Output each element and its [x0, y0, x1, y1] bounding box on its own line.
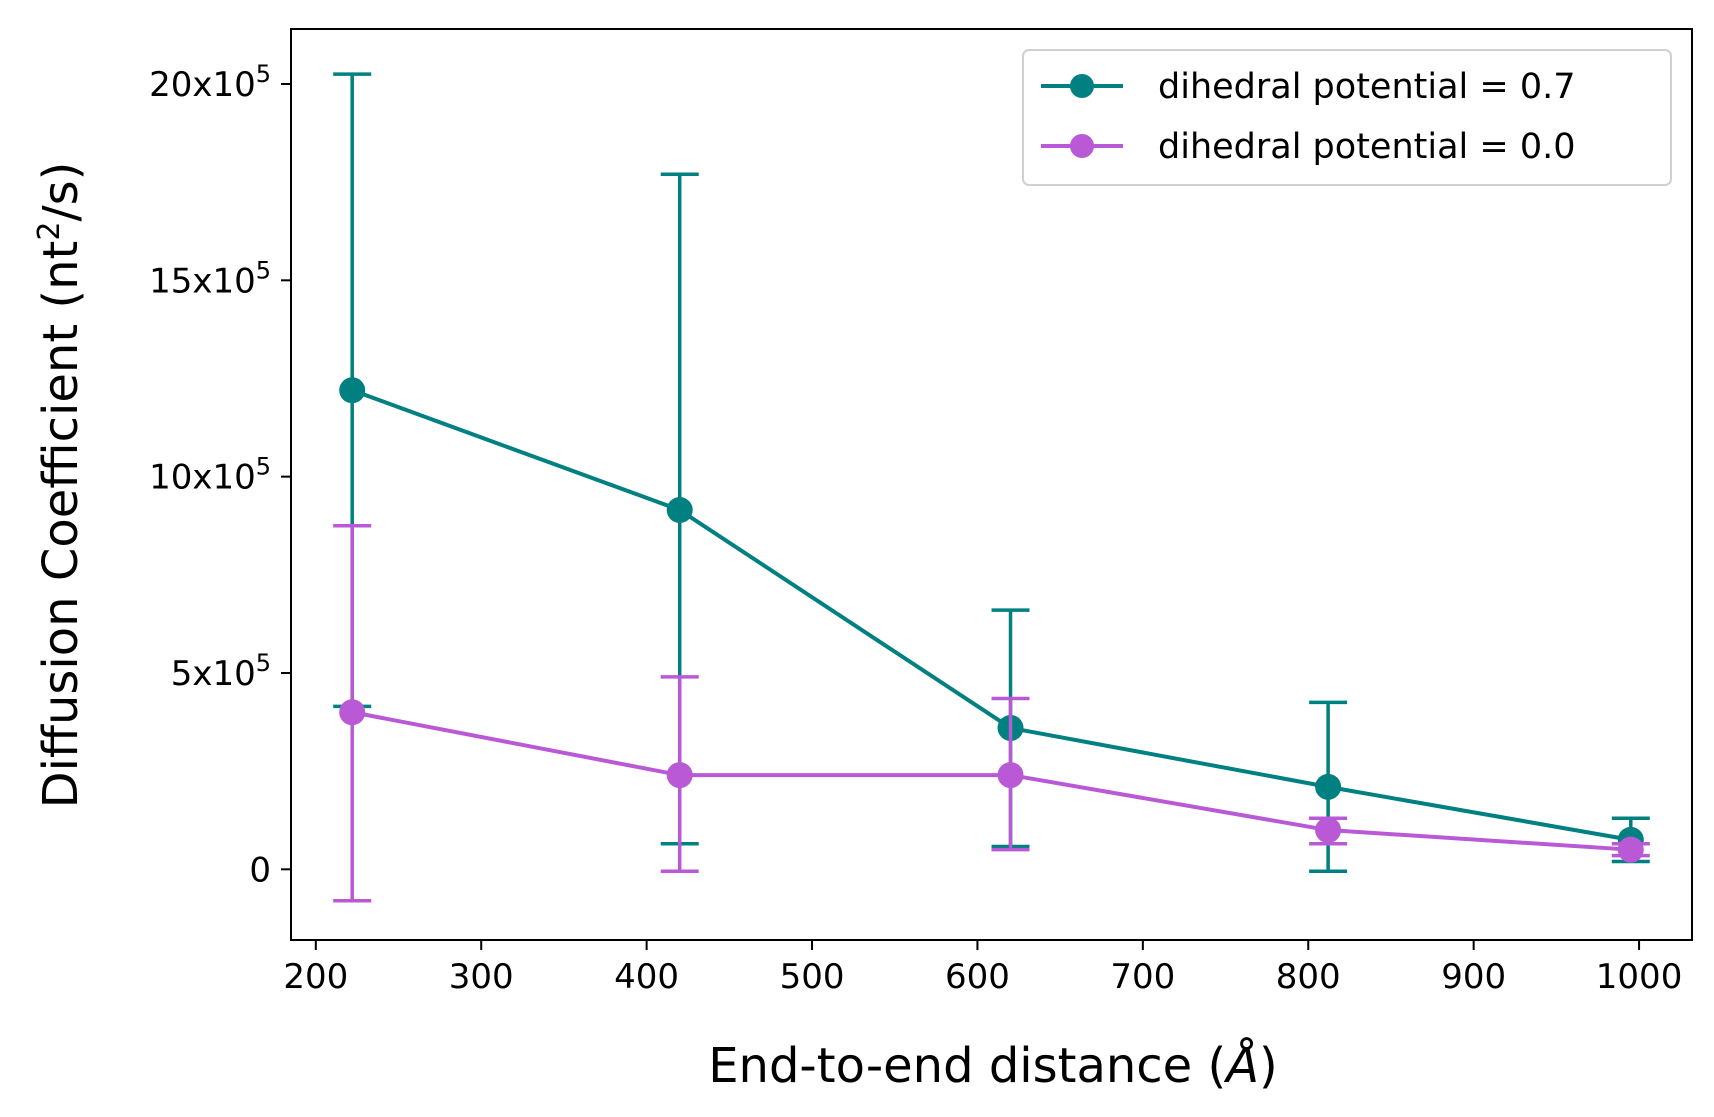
data-point — [339, 377, 366, 404]
y-tick-label: 0 — [249, 850, 271, 890]
data-point — [339, 699, 366, 726]
data-point — [1315, 817, 1342, 844]
data-point — [666, 497, 693, 524]
y-tick-label-exponent: 5 — [256, 453, 271, 481]
y-tick-label-base: 20x10 — [149, 65, 256, 105]
y-axis-title-text: Diffusion Coefficient (nt — [33, 241, 89, 809]
legend-label-1: dihedral potential = 0.0 — [1158, 127, 1576, 167]
x-axis-title: End-to-end distance (Å) — [708, 1037, 1278, 1094]
legend: dihedral potential = 0.7 dihedral potent… — [1022, 49, 1672, 186]
data-point — [666, 762, 693, 789]
y-tick-label-base: 10x10 — [149, 458, 256, 498]
plot-marks — [333, 72, 1650, 903]
x-tick-label: 800 — [1276, 957, 1341, 997]
x-tick-label: 1000 — [1596, 957, 1683, 997]
x-tick-label: 200 — [283, 957, 348, 997]
x-axis-title-unit: Å — [1223, 1037, 1259, 1094]
y-axis-title: Diffusion Coefficient (nt2/s) — [32, 162, 89, 809]
x-tick-label: 300 — [449, 957, 514, 997]
y-tick-label: 15x105 — [149, 256, 271, 301]
series-1 — [333, 523, 1650, 903]
y-tick-label: 10x105 — [149, 453, 271, 498]
x-tick-label: 400 — [614, 957, 679, 997]
x-tick-label: 500 — [780, 957, 845, 997]
x-axis-title-close: ) — [1259, 1038, 1278, 1094]
y-tick-label-exponent: 5 — [256, 649, 271, 677]
data-point — [1617, 836, 1644, 863]
y-axis-title-close: /s) — [33, 162, 89, 222]
data-point — [997, 762, 1024, 789]
y-tick-label-base: 5x10 — [171, 654, 256, 694]
x-tick-label: 600 — [945, 957, 1010, 997]
x-axis-ticks: 200 300 400 500 600 700 800 900 1000 — [283, 940, 1682, 997]
y-tick-label: 5x105 — [171, 649, 271, 694]
y-axis-title-sup: 2 — [32, 222, 67, 241]
plot-frame — [290, 28, 1693, 941]
x-axis-title-text: End-to-end distance ( — [708, 1038, 1226, 1094]
x-tick-label: 900 — [1441, 957, 1506, 997]
y-tick-label-base: 15x10 — [149, 261, 256, 301]
legend-marker-1 — [1070, 134, 1094, 158]
y-tick-label-exponent: 5 — [256, 256, 271, 284]
y-tick-label: 20x105 — [149, 60, 271, 105]
x-tick-label: 700 — [1110, 957, 1175, 997]
y-tick-label-exponent: 5 — [256, 60, 271, 88]
y-tick-label-base: 0 — [249, 850, 271, 890]
data-point — [1315, 773, 1342, 800]
legend-marker-0 — [1070, 74, 1094, 98]
legend-box — [1022, 49, 1672, 186]
legend-label-0: dihedral potential = 0.7 — [1158, 67, 1576, 107]
